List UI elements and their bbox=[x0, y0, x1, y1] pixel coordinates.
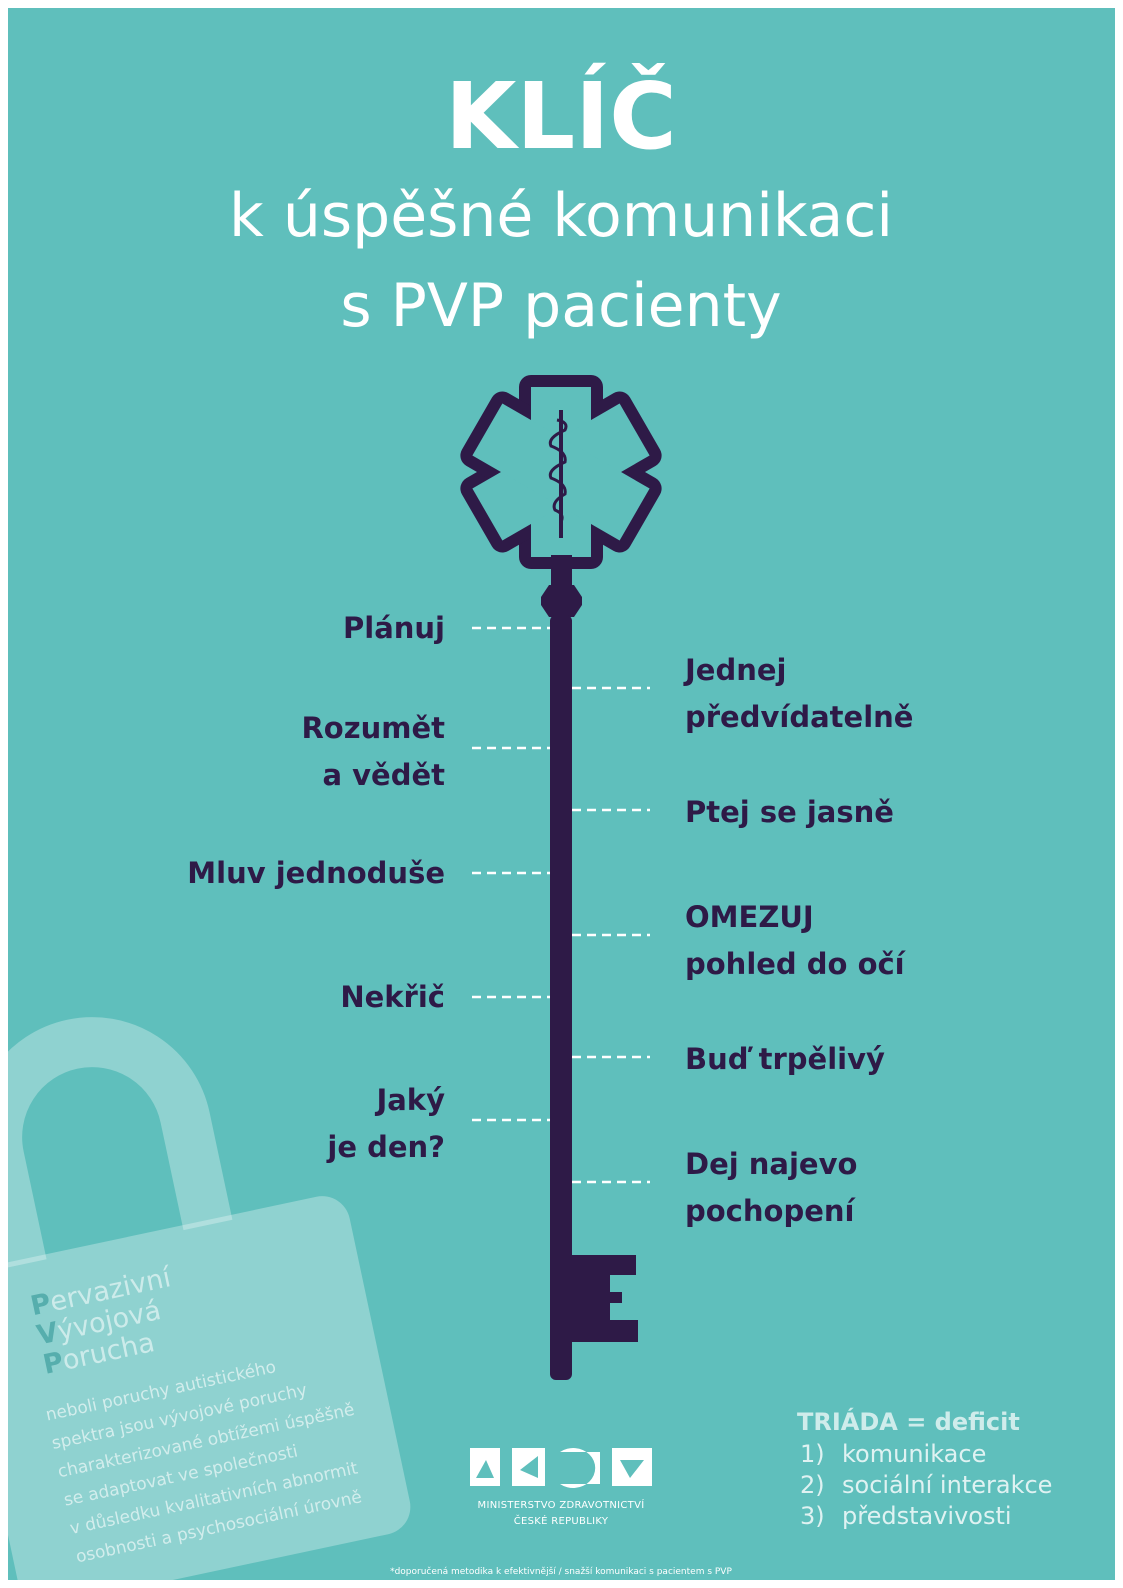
step-label: Rozumět bbox=[301, 711, 445, 745]
step-label: Ptej se jasně bbox=[685, 795, 894, 829]
ministry-name: MINISTERSTVO ZDRAVOTNICTVÍ bbox=[478, 1498, 645, 1511]
step-label: Buď trpělivý bbox=[685, 1042, 885, 1076]
step-label: a vědět bbox=[322, 758, 445, 792]
footnote: *doporučená metodika k efektivnější / sn… bbox=[390, 1566, 732, 1577]
star-of-life bbox=[472, 387, 649, 557]
key-collar bbox=[541, 585, 582, 617]
page: KLÍČ html, body { margin: 0; padding: 0;… bbox=[0, 0, 1123, 1588]
triada-number: 2) bbox=[800, 1471, 825, 1499]
step-label: je den? bbox=[326, 1130, 445, 1164]
step-label: Plánuj bbox=[343, 611, 445, 645]
body: {"header": {"title": "KLÍČ", "subtitle_l… bbox=[0, 0, 1123, 1588]
step-label: Dej najevo bbox=[685, 1147, 857, 1181]
step-label: Jednej bbox=[683, 653, 786, 687]
step-label: OMEZUJ bbox=[685, 900, 814, 934]
title: KLÍČ bbox=[445, 61, 677, 170]
step-label: Jaký bbox=[374, 1083, 445, 1117]
step-label: Mluv jednoduše bbox=[187, 856, 445, 890]
step-label: pohled do očí bbox=[685, 947, 907, 981]
triada-item: sociální interakce bbox=[842, 1471, 1052, 1499]
step-label: předvídatelně bbox=[685, 700, 913, 734]
ministry-name: ČESKÉ REPUBLIKY bbox=[514, 1514, 609, 1527]
triada-number: 3) bbox=[800, 1502, 825, 1530]
key-shaft bbox=[550, 615, 572, 1380]
triada-item: komunikace bbox=[842, 1440, 986, 1468]
key-neck bbox=[551, 555, 572, 585]
step-label: pochopení bbox=[685, 1194, 857, 1228]
step-label: Nekřič bbox=[340, 980, 445, 1014]
subtitle: k úspěšné komunikaci bbox=[229, 181, 893, 251]
triada-number: 1) bbox=[800, 1440, 825, 1468]
subtitle: s PVP pacienty bbox=[340, 271, 781, 341]
triada-item: představivosti bbox=[842, 1502, 1012, 1530]
triada-heading: TRIÁDA = deficit bbox=[797, 1407, 1020, 1436]
poster: KLÍČ k úspěšné komunikaci s PVP pacienty… bbox=[0, 0, 1123, 1588]
